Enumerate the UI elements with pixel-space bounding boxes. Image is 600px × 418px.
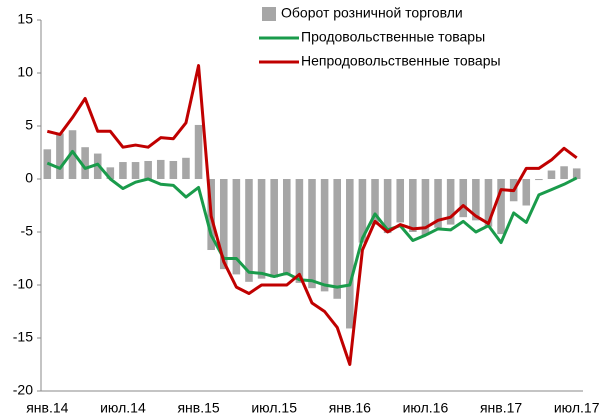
legend-label: Оборот розничной торговли: [281, 5, 463, 21]
bar: [182, 157, 190, 179]
bar: [535, 179, 543, 181]
bar: [358, 179, 367, 243]
bar: [106, 167, 115, 179]
legend-label: Непродовольственные товары: [301, 53, 501, 69]
y-tick-label: -15: [13, 329, 33, 345]
x-tick-label: янв.17: [480, 400, 522, 416]
x-tick-label: янв.15: [177, 400, 219, 416]
bar: [68, 130, 77, 179]
bar: [472, 179, 480, 221]
bar: [295, 179, 304, 283]
bar: [270, 179, 278, 278]
bar: [346, 179, 354, 329]
bar: [81, 147, 89, 179]
bar: [144, 160, 152, 179]
bar: [446, 179, 455, 225]
x-tick-label: июл.16: [403, 400, 449, 416]
bar: [308, 179, 316, 289]
bar: [257, 179, 266, 279]
y-tick-label: 15: [17, 11, 33, 27]
bar: [56, 133, 64, 179]
bar: [194, 124, 203, 179]
bar: [572, 168, 581, 179]
x-tick-label: янв.16: [329, 400, 371, 416]
bar: [119, 162, 127, 179]
bar: [156, 159, 165, 179]
bar: [283, 179, 291, 276]
bar: [434, 179, 442, 228]
bar: [245, 179, 253, 282]
bar: [320, 179, 329, 292]
legend-swatch: [262, 7, 276, 21]
y-tick-label: -5: [21, 223, 34, 239]
bar: [459, 179, 468, 218]
bar: [232, 179, 241, 275]
bar: [409, 179, 417, 232]
bar: [560, 166, 568, 179]
line: [46, 64, 578, 366]
bar: [219, 179, 228, 270]
bar: [497, 179, 505, 235]
bar: [333, 179, 341, 299]
x-tick-label: янв.14: [26, 400, 68, 416]
line: [46, 149, 578, 289]
x-tick-label: июл.17: [554, 400, 600, 416]
y-tick-label: -20: [13, 382, 33, 398]
bar: [484, 179, 493, 227]
bar: [383, 179, 392, 234]
bar: [547, 170, 556, 179]
y-tick-label: 5: [25, 117, 33, 133]
x-tick-label: июл.15: [251, 400, 297, 416]
bar: [169, 160, 178, 179]
bar: [522, 179, 531, 206]
bar: [131, 162, 140, 179]
y-tick-label: -10: [13, 276, 33, 292]
bar: [421, 179, 430, 236]
bar: [371, 179, 379, 225]
legend-label: Продовольственные товары: [301, 29, 485, 45]
x-tick-label: июл.14: [100, 400, 146, 416]
y-tick-label: 0: [25, 170, 33, 186]
bar: [396, 179, 405, 223]
y-tick-label: 10: [17, 64, 33, 80]
